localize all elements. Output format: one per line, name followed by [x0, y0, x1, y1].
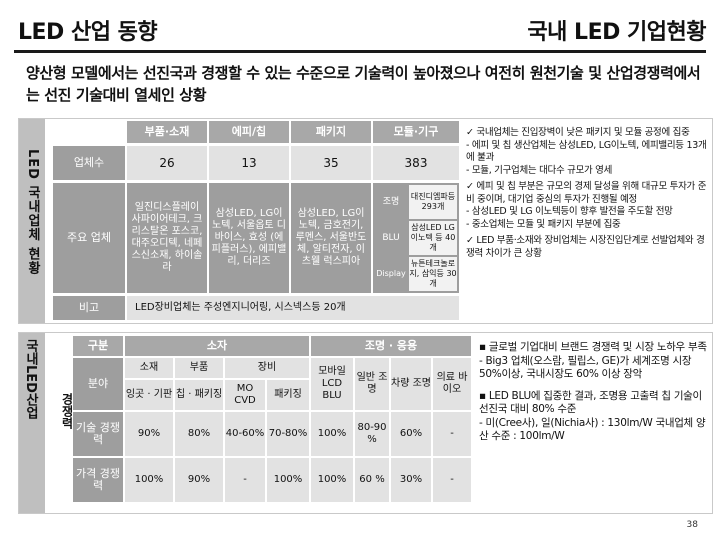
price-value: 100% — [125, 458, 173, 502]
competitiveness-notes: ▪ 글로벌 기업대비 브랜드 경쟁력 및 시장 노하우 부족 - Big3 업체… — [479, 341, 709, 444]
side-label-bar-2: 국내LED산업 — [19, 333, 45, 513]
module-tag-lighting: 조명 — [382, 197, 400, 207]
domestic-companies-panel: LED 국내업체 현황 부품·소재 에피/칩 패키지 모듈·기구 업체수 26 … — [18, 118, 713, 324]
page-number: 38 — [686, 520, 698, 530]
side-label-competitiveness: 경쟁력 — [60, 393, 74, 429]
tech-value: 80% — [175, 412, 223, 456]
module-tag-blu: BLU — [382, 233, 400, 243]
count-module: 383 — [373, 146, 459, 180]
field-packaging: 패키징 — [267, 380, 309, 410]
field-general-lighting: 일반 조명 — [355, 358, 389, 410]
comp-note-2-item: - 미(Cree사), 일(Nichia사) : 130lm/W 국내업체 양산… — [479, 416, 706, 443]
module-tag-display: Display — [376, 269, 406, 278]
field-mobile-lcd-blu: 모바일 LCD BLU — [311, 358, 353, 410]
header-divider — [14, 50, 706, 53]
count-package: 35 — [291, 146, 371, 180]
field-chip-packaging: 칩 · 패키징 — [175, 380, 223, 410]
company-notes: ✓ 국내업체는 진입장벽이 낮은 패키지 및 모듈 공정에 집중 - 에피 및 … — [466, 127, 711, 260]
row-label-count: 업체수 — [53, 146, 125, 180]
competitiveness-panel: 국내LED산업 경쟁력 구분 소자 조명 · 응용 소재 부품 장비 분야 잉곳… — [18, 332, 713, 514]
row-label-note: 비고 — [53, 296, 125, 320]
module-display-companies: 뉴튼테크놀로 지, 삼익등 30개 — [409, 257, 457, 291]
slide-subtitle: 양산형 모델에서는 선진국과 경쟁할 수 있는 수준으로 기술력이 높아졌으나 … — [26, 64, 701, 104]
col-header-package: 패키지 — [291, 121, 371, 143]
price-value: - — [225, 458, 265, 502]
major-epi-chip: 삼성LED, LG이노텍, 서울옵토 디바이스, 효성 (에피플러스), 에피밸… — [209, 183, 289, 293]
page-title: 국내 LED 기업현황 — [527, 20, 706, 45]
subheader-parts: 부품 — [175, 358, 223, 378]
module-lighting-companies: 대진디엠파등 293개 — [409, 185, 457, 219]
tech-value: 60% — [391, 412, 431, 456]
price-value: 90% — [175, 458, 223, 502]
field-medical-bio: 의료 바이오 — [433, 358, 471, 410]
count-epi-chip: 13 — [209, 146, 289, 180]
row-label-field: 분야 — [73, 358, 123, 410]
col-header-module: 모듈·기구 — [373, 121, 459, 143]
comp-note-1-item: - Big3 업체(오스람, 필립스, GE)가 세계조명 시장 50%이상, … — [479, 354, 692, 381]
tech-value: 40-60% — [225, 412, 265, 456]
note-1-item-2: - 모듈, 기구업체는 대다수 규모가 영세 — [466, 164, 613, 176]
note-1-head: ✓ 국내업체는 진입장벽이 낮은 패키지 및 모듈 공정에 집중 — [466, 127, 690, 138]
note-2-item-2: - 중소업체는 모듈 및 패키지 부분에 집중 — [466, 218, 621, 230]
col-header-epi-chip: 에피/칩 — [209, 121, 289, 143]
side-label-bar: LED 국내업체 현황 — [19, 119, 45, 323]
note-3-head: ✓ LED 부품·소재와 장비업체는 시장진입단계로 선발업체와 경쟁력 차이가… — [466, 235, 705, 259]
module-blu-companies: 삼성LED LG이노텍 등 40개 — [409, 221, 457, 255]
col-header-materials: 부품·소재 — [127, 121, 207, 143]
tech-value: - — [433, 412, 471, 456]
header-category: 구분 — [73, 336, 123, 356]
major-materials: 일진디스플레이 사파이어테크, 크리스탈온 포스코, 대주오디텍, 네페스신소재… — [127, 183, 207, 293]
subheader-equipment: 장비 — [225, 358, 309, 378]
tech-value: 100% — [311, 412, 353, 456]
price-value: 30% — [391, 458, 431, 502]
note-2-head: ✓ 에피 및 칩 부분은 규모의 경제 달성을 위해 대규모 투자가 준비 중이… — [466, 181, 707, 205]
row-label-tech: 기술 경쟁력 — [73, 412, 123, 456]
side-label-industry: 국내LED산업 — [23, 339, 38, 419]
row-label-major: 주요 업체 — [53, 183, 125, 293]
count-materials: 26 — [127, 146, 207, 180]
price-value: - — [433, 458, 471, 502]
price-value: 100% — [267, 458, 309, 502]
header-lighting-app: 조명 · 응용 — [311, 336, 471, 356]
side-label: LED 국내업체 현황 — [25, 149, 40, 276]
field-ingot-substrate: 잉곳 · 기판 — [125, 380, 173, 410]
tech-value: 80-90 % — [355, 412, 389, 456]
comp-note-2-head: ▪ LED BLU에 집중한 결과, 조명용 고출력 칩 기술이 선진국 대비 … — [479, 389, 702, 416]
subheader-materials: 소재 — [125, 358, 173, 378]
field-mocvd: MO CVD — [225, 380, 265, 410]
tech-value: 90% — [125, 412, 173, 456]
row-label-price: 가격 경쟁력 — [73, 458, 123, 502]
header-device: 소자 — [125, 336, 309, 356]
note-equipment: LED장비업체는 주성엔지니어링, 시스넥스등 20개 — [127, 296, 459, 320]
price-value: 100% — [311, 458, 353, 502]
note-2-item-1: - 삼성LED 및 LG 이노텍등이 향후 발전을 주도할 전망 — [466, 206, 673, 217]
major-package: 삼성LED, LG이노텍, 금호전기, 루멘스, 서울반도체, 알티전자, 이츠… — [291, 183, 371, 293]
note-1-item-1: - 에피 및 칩 생산업체는 삼성LED, LG이노텍, 에피밸리등 13개에 … — [466, 139, 707, 164]
field-vehicle-lighting: 차량 조명 — [391, 358, 431, 410]
section-title: LED 산업 동향 — [18, 20, 158, 45]
tech-value: 70-80% — [267, 412, 309, 456]
price-value: 60 % — [355, 458, 389, 502]
comp-note-1-head: ▪ 글로벌 기업대비 브랜드 경쟁력 및 시장 노하우 부족 — [479, 341, 707, 353]
